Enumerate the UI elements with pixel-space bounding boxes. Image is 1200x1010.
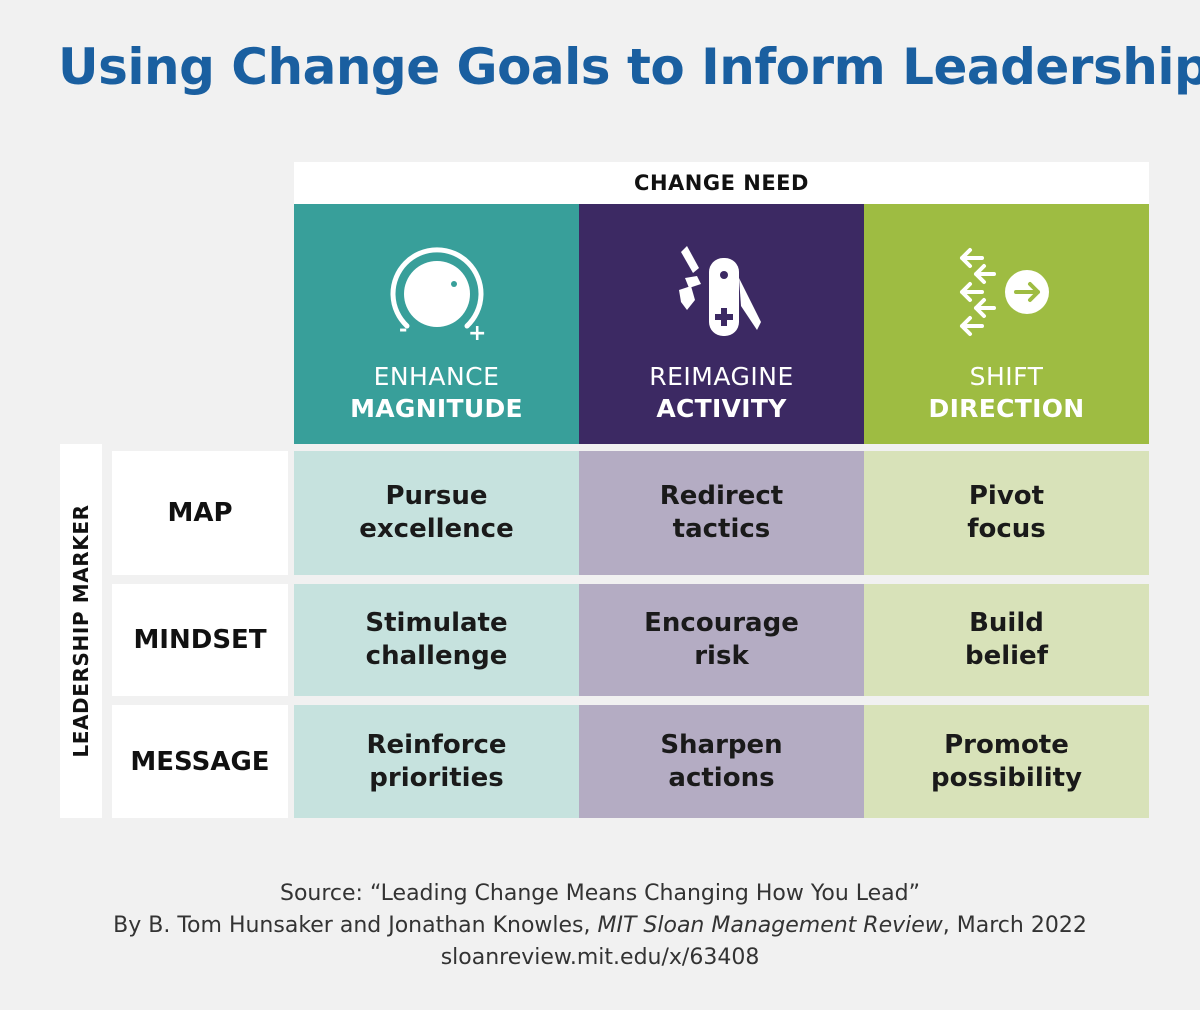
dial-plus: + bbox=[468, 321, 486, 344]
source-date: , March 2022 bbox=[942, 913, 1087, 938]
cell-mindset-shift: Build belief bbox=[864, 584, 1149, 696]
dial-minus: - bbox=[399, 317, 407, 341]
source-citation: Source: “Leading Change Means Changing H… bbox=[0, 878, 1200, 974]
change-need-header: CHANGE NEED bbox=[294, 162, 1149, 204]
cell-map-shift: Pivot focus bbox=[864, 451, 1149, 575]
column-title-line2: MAGNITUDE bbox=[350, 394, 523, 423]
cell-text: Redirect tactics bbox=[659, 481, 784, 544]
cell-text: Reinforce priorities bbox=[366, 729, 507, 793]
column-title-line1: SHIFT bbox=[969, 362, 1044, 391]
cell-text: Build belief bbox=[964, 608, 1048, 671]
row-label-mindset: MINDSET bbox=[112, 584, 288, 696]
column-title-line1: ENHANCE bbox=[373, 362, 500, 391]
column-title-line2: ACTIVITY bbox=[656, 394, 787, 423]
page-title: Using Change Goals to Inform Leadership bbox=[58, 38, 1200, 96]
leadership-marker-box bbox=[60, 444, 102, 818]
column-title-line1: REIMAGINE bbox=[649, 362, 794, 391]
cell-text: Promote possibility bbox=[930, 729, 1083, 793]
cell-map-enhance: Pursue excellence bbox=[294, 451, 579, 575]
source-url: sloanreview.mit.edu/x/63408 bbox=[440, 945, 760, 970]
cell-message-reimagine: Sharpen actions bbox=[579, 705, 864, 818]
column-header-reimagine: REIMAGINE ACTIVITY bbox=[579, 204, 864, 444]
cell-text: Pursue excellence bbox=[359, 481, 514, 544]
column-title-line2: DIRECTION bbox=[928, 394, 1085, 423]
cell-text: Stimulate challenge bbox=[365, 608, 508, 671]
source-line-2: By B. Tom Hunsaker and Jonathan Knowles,… bbox=[0, 910, 1200, 942]
cell-message-shift: Promote possibility bbox=[864, 705, 1149, 818]
multitool-icon bbox=[579, 240, 864, 344]
source-line-1: Source: “Leading Change Means Changing H… bbox=[279, 881, 921, 906]
cell-text: Pivot focus bbox=[967, 481, 1046, 544]
source-authors: By B. Tom Hunsaker and Jonathan Knowles, bbox=[113, 913, 598, 938]
cell-message-enhance: Reinforce priorities bbox=[294, 705, 579, 818]
column-header-enhance: - + ENHANCE MAGNITUDE bbox=[294, 204, 579, 444]
source-publication: MIT Sloan Management Review bbox=[597, 913, 943, 938]
dial-icon: - + bbox=[294, 240, 579, 344]
leadership-marker-label: LEADERSHIP MARKER bbox=[69, 504, 93, 758]
row-label-map: MAP bbox=[112, 451, 288, 575]
cell-text: Sharpen actions bbox=[660, 729, 783, 793]
cell-map-reimagine: Redirect tactics bbox=[579, 451, 864, 575]
cell-mindset-enhance: Stimulate challenge bbox=[294, 584, 579, 696]
cell-mindset-reimagine: Encourage risk bbox=[579, 584, 864, 696]
arrows-direction-icon bbox=[864, 240, 1149, 344]
cell-text: Encourage risk bbox=[644, 608, 799, 671]
column-header-shift: SHIFT DIRECTION bbox=[864, 204, 1149, 444]
row-label-message: MESSAGE bbox=[112, 705, 288, 818]
